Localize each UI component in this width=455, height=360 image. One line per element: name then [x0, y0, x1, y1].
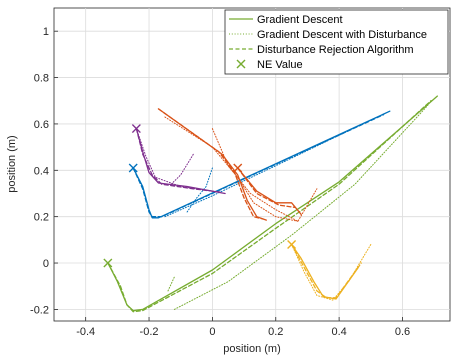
y-tick-label: 1 [43, 26, 49, 38]
series-8-rejection-line [237, 167, 296, 209]
ticks: -0.4 -0.2 0 0.2 0.4 0.6 -0.2 0 0.2 0.4 0.6 0.8 1 [30, 26, 410, 338]
series-8-gd-line [237, 167, 302, 215]
legend-label: Disturbance Rejection Algorithm [257, 44, 414, 56]
series-5-gd-line [135, 127, 226, 195]
legend-entry: Gradient Descent [229, 14, 343, 26]
y-tick-label: 0.2 [34, 212, 49, 224]
legend-box [224, 9, 449, 75]
x-axis-label: position (m) [223, 343, 280, 355]
series-0-disturbed-line [173, 104, 429, 310]
x-tick-label: -0.2 [140, 326, 159, 338]
y-axis-label: position (m) [6, 135, 18, 192]
x-tick-label: 0.6 [395, 326, 410, 338]
legend-label: Gradient Descent [257, 14, 343, 26]
legend-entry: Disturbance Rejection Algorithm [229, 44, 414, 56]
series-7-gd-line [157, 108, 267, 221]
series-0-gd-line [107, 95, 438, 312]
y-tick-label: 0 [43, 258, 49, 270]
ne-value-marker [128, 163, 138, 173]
series-2-gd-line [290, 243, 359, 300]
y-tick-label: 0.8 [34, 73, 49, 85]
x-tick-label: 0.4 [331, 326, 346, 338]
ne-value-marker [131, 124, 141, 134]
legend-entry: NE Value [236, 59, 303, 71]
series-3-disturbed-line [164, 116, 378, 218]
legend-entry: Gradient Descent with Disturbance [229, 29, 427, 41]
series-layer [103, 95, 438, 313]
legend-marker [236, 59, 246, 69]
x-tick-label: 0 [209, 326, 215, 338]
series-4-disturbed-line [186, 167, 213, 213]
series-0-rejection-line [107, 100, 432, 313]
grid [54, 8, 450, 321]
x-tick-label: -0.4 [76, 326, 95, 338]
y-tick-label: 0.4 [34, 165, 49, 177]
series-7-disturbed-line [164, 116, 299, 222]
x-tick-label: 0.2 [268, 326, 283, 338]
legend-label: Gradient Descent with Disturbance [257, 29, 427, 41]
series-8-disturbed-line [211, 128, 318, 222]
ne-value-marker [103, 258, 113, 268]
y-tick-label: 0.6 [34, 119, 49, 131]
legend: Gradient Descent Gradient Descent with Di… [224, 9, 449, 75]
series-3-gd-line [132, 110, 391, 219]
y-tick-label: -0.2 [30, 304, 49, 316]
series-1-disturbed-line [167, 276, 175, 292]
legend-label: NE Value [257, 59, 303, 71]
ne-value-marker [287, 239, 297, 249]
